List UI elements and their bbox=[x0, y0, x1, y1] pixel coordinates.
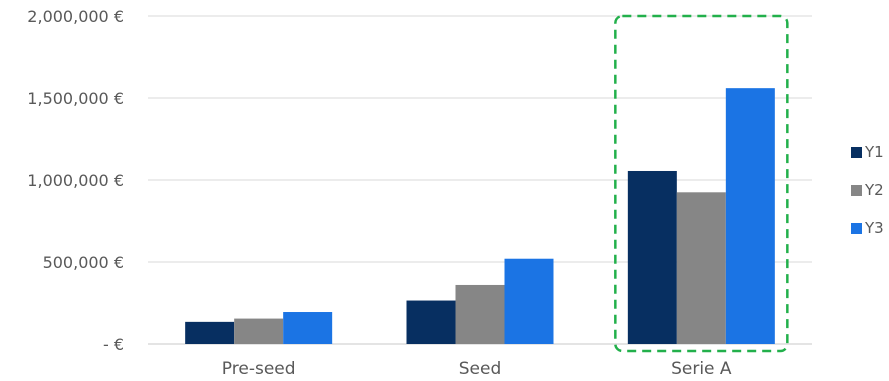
legend-label-y3: Y3 bbox=[865, 219, 884, 237]
highlight-box bbox=[614, 14, 789, 353]
legend-label-y2: Y2 bbox=[865, 181, 884, 199]
bar-y1 bbox=[406, 300, 456, 344]
y-tick-label: 1,500,000 € bbox=[27, 89, 124, 108]
x-tick-label: Pre-seed bbox=[222, 359, 296, 377]
bar-y1 bbox=[627, 170, 677, 344]
x-tick-label: Seed bbox=[459, 359, 502, 377]
legend-item-y1: Y1 bbox=[851, 142, 884, 162]
y-tick-label: 500,000 € bbox=[43, 253, 124, 272]
legend-swatch-y1 bbox=[851, 146, 862, 158]
y-tick-label: 2,000,000 € bbox=[27, 7, 124, 26]
legend-swatch-y3 bbox=[851, 222, 862, 234]
bar-y3 bbox=[504, 258, 554, 344]
legend-item-y3: Y3 bbox=[851, 218, 884, 238]
legend-item-y2: Y2 bbox=[851, 180, 884, 200]
x-tick-label: Serie A bbox=[671, 359, 732, 377]
legend-label-y1: Y1 bbox=[865, 143, 884, 161]
y-tick-label: - € bbox=[103, 335, 124, 354]
bar-y2 bbox=[455, 284, 505, 344]
bar-y1 bbox=[185, 321, 235, 344]
legend-swatch-y2 bbox=[851, 184, 862, 196]
legend: Y1 Y2 Y3 bbox=[851, 142, 884, 256]
bar-y3 bbox=[283, 312, 333, 344]
bar-y3 bbox=[725, 88, 775, 344]
y-tick-label: 1,000,000 € bbox=[27, 171, 124, 190]
bar-y2 bbox=[676, 192, 726, 344]
bar-y2 bbox=[234, 318, 284, 344]
